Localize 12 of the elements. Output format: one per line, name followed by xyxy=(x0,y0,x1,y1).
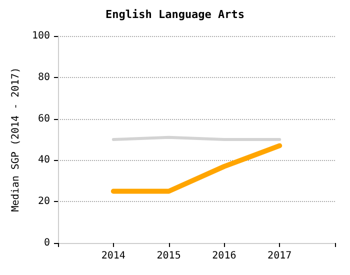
chart-title: English Language Arts xyxy=(105,8,245,21)
y-tick-label: 60 xyxy=(38,113,50,124)
x-tick-label: 2016 xyxy=(212,250,236,262)
y-tick-label: 40 xyxy=(38,154,50,166)
y-tick-label: 20 xyxy=(38,196,50,208)
y-tick-label: 0 xyxy=(44,238,50,248)
x-tick-label: 2015 xyxy=(156,250,181,262)
y-tick-label: 100 xyxy=(32,30,50,42)
y-tick-label: 80 xyxy=(38,72,50,83)
x-tick-label: 2014 xyxy=(101,250,126,262)
x-tick-label: 2017 xyxy=(268,250,292,262)
y-axis-title: Median SGP (2014 - 2017) xyxy=(10,67,22,212)
